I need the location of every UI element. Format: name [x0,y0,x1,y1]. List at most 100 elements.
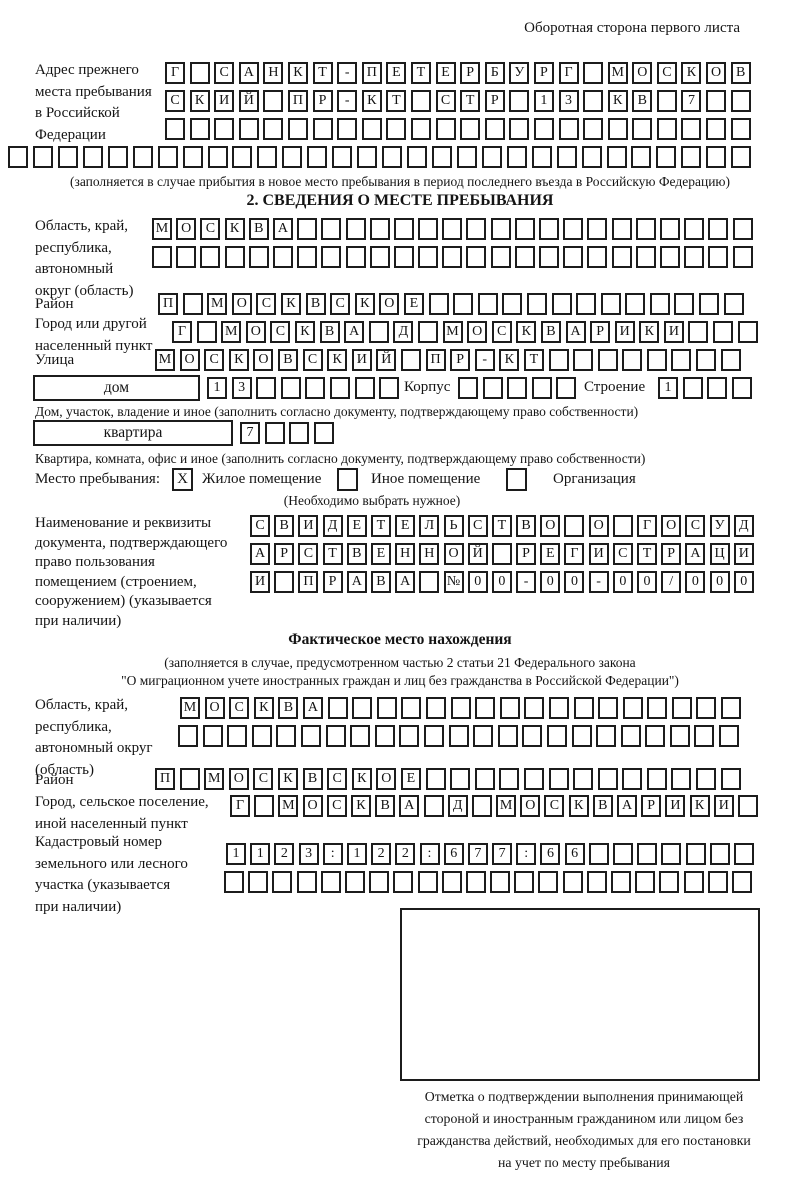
char-cell: Е [540,543,561,565]
char-cell: М [155,349,175,371]
char-cell [723,293,744,315]
char-cell [189,62,210,84]
char-cell [499,697,520,719]
char-cell: П [155,768,175,790]
char-cell [539,218,559,240]
char-cell: К [224,218,245,240]
char-cell [502,293,523,315]
char-cell [251,725,272,747]
char-cell: М [442,321,463,343]
char-cell: Е [435,62,456,84]
char-cell [732,246,753,268]
char-cell [635,871,656,893]
fact-note-2: "О миграционном учете иностранных гражда… [121,673,679,688]
char-cell [696,768,717,790]
prev-address-note: (заполняется в случае прибытия в новое м… [69,174,731,189]
char-cell: К [354,293,375,315]
char-cell: С [270,321,291,343]
fact-note-1: (заполняется в случае, предусмотренном ч… [164,655,636,670]
char-cell: 1 [658,377,678,399]
char-cell [622,349,643,371]
char-cell: С [214,62,235,84]
char-cell: А [395,571,416,593]
char-cell [612,515,633,537]
char-cell [671,697,692,719]
char-cell [393,246,414,268]
char-cell [466,246,487,268]
char-cell: Н [263,62,284,84]
char-cell: Т [637,543,657,565]
char-cell [305,377,326,399]
char-cell: В [277,349,298,371]
char-cell [696,697,717,719]
char-cell [514,246,535,268]
doc-label: Наименование и реквизиты документа, подт… [35,515,228,629]
char-cell: О [376,768,397,790]
char-cell [719,725,740,747]
char-cell [706,118,727,140]
kadastr-label: Кадастровый номер земельного или лесного… [35,834,188,915]
char-cell: С [298,543,319,565]
char-cell: 0 [709,571,730,593]
char-cell: К [639,321,660,343]
char-cell: Д [322,515,343,537]
char-cell [564,515,585,537]
char-cell: Г [564,543,585,565]
char-cell [720,349,741,371]
char-cell [620,725,641,747]
char-cell [272,246,293,268]
char-cell [423,795,444,817]
char-cell: А [617,795,637,817]
char-cell: Й [467,543,488,565]
char-cell: 1 [346,843,367,865]
char-cell: О [661,515,682,537]
kadastr-row-2 [224,871,752,893]
dom-label-box: дом [33,375,200,401]
char-cell [730,118,751,140]
char-cell: 6 [564,843,585,865]
char-cell: 0 [467,571,488,593]
char-cell [499,768,520,790]
char-cell [531,377,552,399]
char-cell [257,146,278,168]
char-cell [345,246,366,268]
char-cell [232,146,253,168]
char-cell [474,768,495,790]
char-cell [321,246,342,268]
char-cell [731,871,752,893]
char-cell: В [346,543,367,565]
char-cell: К [228,349,249,371]
char-cell: С [685,515,706,537]
stroenie-row: 1 [658,377,752,399]
char-cell: О [204,697,225,719]
char-cell: Т [460,90,481,112]
char-cell [207,146,228,168]
char-cell: И [298,515,319,537]
char-cell: А [344,321,365,343]
char-cell: Г [172,321,192,343]
char-cell: М [207,293,228,315]
char-cell [531,146,552,168]
char-cell [571,725,592,747]
char-cell: С [253,768,274,790]
char-cell [533,118,554,140]
char-cell: Е [386,62,407,84]
char-cell: У [509,62,530,84]
char-cell: С [256,293,277,315]
char-cell: К [189,90,210,112]
char-cell: К [350,795,371,817]
char-cell [548,697,569,719]
char-cell [587,218,608,240]
checkbox-zhiloe: X [172,468,193,491]
char-cell [509,118,530,140]
char-cell: И [588,543,609,565]
dom-note: Дом, участок, владение и иное (заполнить… [35,404,639,419]
char-cell [556,377,577,399]
char-cell [132,146,153,168]
korpus-row [458,377,577,399]
char-cell [611,246,632,268]
char-cell [287,118,308,140]
gorod-label: Город или другой населенный пункт [35,316,153,354]
